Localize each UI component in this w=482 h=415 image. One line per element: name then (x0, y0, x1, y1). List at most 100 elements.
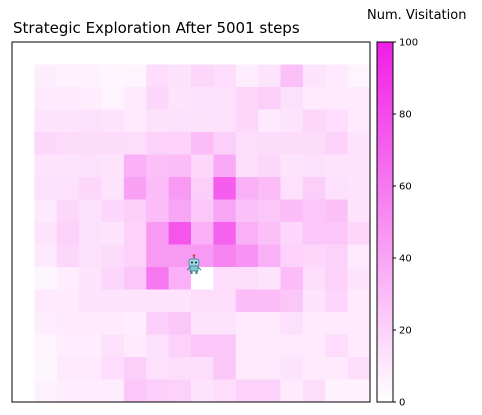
heatmap-cell (101, 199, 125, 223)
heatmap-cell (146, 334, 170, 358)
heatmap-cell (280, 334, 304, 358)
heatmap-cell (146, 312, 170, 335)
heatmap-cell (302, 244, 326, 268)
heatmap-cell (280, 132, 304, 155)
heatmap-cell (79, 87, 102, 110)
heatmap-cell (191, 42, 214, 65)
heatmap-cell (56, 267, 80, 290)
heatmap-cell (213, 379, 237, 403)
heatmap-cell (325, 87, 349, 110)
heatmap-cell (325, 109, 349, 133)
heatmap-cell (347, 154, 371, 178)
heatmap-cell (325, 244, 349, 268)
heatmap-cell (280, 222, 304, 245)
heatmap-cell (101, 357, 125, 380)
heatmap-cell (12, 379, 35, 403)
heatmap-cell (146, 132, 170, 155)
heatmap-cell (168, 154, 192, 178)
heatmap-cell (12, 64, 35, 88)
heatmap-cell (347, 177, 371, 200)
heatmap-cell (12, 42, 35, 65)
heatmap-cell (302, 379, 326, 403)
heatmap-cell (168, 199, 192, 223)
heatmap-cell (213, 109, 237, 133)
heatmap-cell (168, 109, 192, 133)
heatmap-cell (213, 244, 237, 268)
heatmap-cell (168, 289, 192, 313)
heatmap-cell (12, 312, 35, 335)
heatmap-cell (302, 222, 326, 245)
heatmap-cell (191, 132, 214, 155)
heatmap-cell (280, 42, 304, 65)
colorbar-tick-label: 100 (399, 38, 418, 49)
heatmap-cell (79, 244, 102, 268)
heatmap-cell (12, 87, 35, 110)
heatmap-cell (12, 222, 35, 245)
heatmap-cell (347, 357, 371, 380)
heatmap-cell (79, 132, 102, 155)
heatmap-cell (280, 177, 304, 200)
heatmap-cell (34, 379, 58, 403)
heatmap-cell (302, 87, 326, 110)
heatmap-cell (123, 64, 147, 88)
heatmap-cell (146, 289, 170, 313)
plot-frame (11, 41, 371, 403)
heatmap-cell (34, 289, 58, 313)
heatmap-cell (79, 222, 102, 245)
heatmap-cell (347, 379, 371, 403)
heatmap-cell (213, 312, 237, 335)
heatmap-cell (12, 199, 35, 223)
colorbar-tick-label: 40 (399, 254, 412, 265)
heatmap-cell (123, 42, 147, 65)
heatmap-cell (146, 222, 170, 245)
heatmap-cell (280, 289, 304, 313)
heatmap-cell (56, 244, 80, 268)
heatmap-cell (280, 244, 304, 268)
heatmap-cell (191, 289, 214, 313)
heatmap-cell (101, 109, 125, 133)
heatmap-cell (235, 334, 259, 358)
heatmap-cell (302, 109, 326, 133)
heatmap-cell (235, 244, 259, 268)
heatmap-cell (123, 154, 147, 178)
heatmap-cell (101, 154, 125, 178)
heatmap-cell (325, 42, 349, 65)
heatmap-cell (34, 177, 58, 200)
heatmap-cell (347, 87, 371, 110)
heatmap-cell (213, 334, 237, 358)
heatmap-cell (235, 87, 259, 110)
heatmap-cell (101, 244, 125, 268)
heatmap-cell (280, 357, 304, 380)
heatmap-cell (258, 334, 281, 358)
heatmap-cell (56, 132, 80, 155)
heatmap-cell (168, 312, 192, 335)
heatmap-cell (79, 312, 102, 335)
heatmap-cell (235, 177, 259, 200)
heatmap-cell (123, 267, 147, 290)
heatmap-cell (34, 244, 58, 268)
heatmap-cell (101, 132, 125, 155)
heatmap-cell (280, 154, 304, 178)
heatmap-cell (123, 109, 147, 133)
heatmap-cell (325, 154, 349, 178)
heatmap-cell (235, 267, 259, 290)
heatmap-cell (258, 267, 281, 290)
colorbar-ticks: 0 20 40 60 80 100 (393, 38, 418, 409)
heatmap-cell (79, 267, 102, 290)
heatmap-cell (146, 42, 170, 65)
heatmap-cell (235, 379, 259, 403)
heatmap-cell (235, 132, 259, 155)
heatmap-cell (79, 154, 102, 178)
heatmap-cell (123, 87, 147, 110)
heatmap-cell (146, 379, 170, 403)
heatmap-cell (347, 267, 371, 290)
heatmap-cell (213, 357, 237, 380)
heatmap-cell (146, 87, 170, 110)
heatmap-cell (34, 42, 58, 65)
heatmap-cell (56, 289, 80, 313)
heatmap-cell (258, 177, 281, 200)
heatmap-cell (12, 244, 35, 268)
heatmap-cell (258, 244, 281, 268)
heatmap-cell (280, 379, 304, 403)
heatmap-cell (235, 289, 259, 313)
